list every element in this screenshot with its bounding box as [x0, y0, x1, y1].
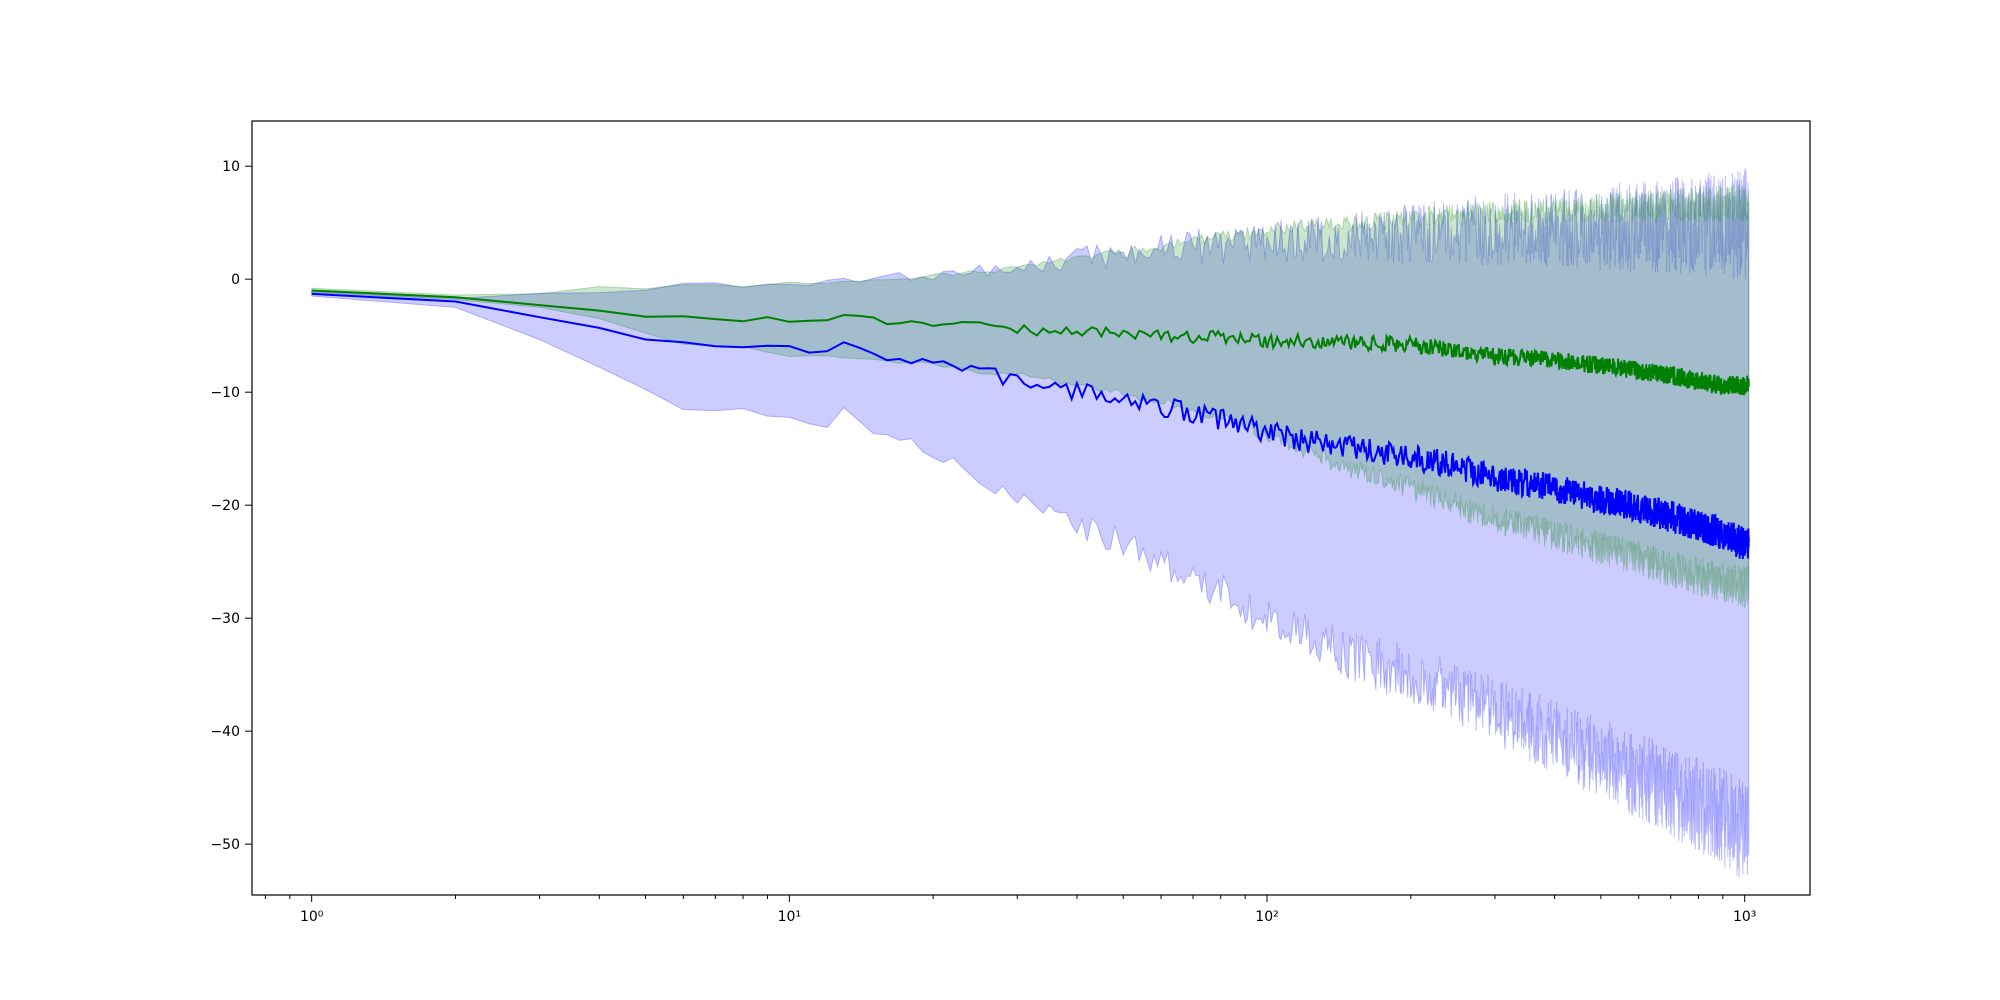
y-tick-label: 0 — [231, 272, 240, 288]
x-tick-label: 10¹ — [778, 909, 801, 925]
y-tick-label: −10 — [210, 385, 240, 401]
axes-frame — [251, 120, 1811, 896]
x-tick-label: 10³ — [1733, 909, 1756, 925]
mean-line-2 — [311, 289, 1750, 396]
x-tick-label: 10⁰ — [300, 909, 324, 925]
mean-lines — [311, 289, 1750, 560]
y-tick-label: −40 — [210, 724, 240, 740]
y-tick-label: −20 — [210, 498, 240, 514]
x-tick-label: 10² — [1255, 909, 1278, 925]
confidence-band-2 — [311, 184, 1750, 608]
y-tick-label: −30 — [210, 611, 240, 627]
y-tick-label: −50 — [210, 837, 240, 853]
y-axis: 10 0 −10 −20 −30 −40 −50 — [210, 159, 252, 853]
y-tick-label: 10 — [222, 159, 240, 175]
x-axis: 10⁰ 10¹ 10² 10³ — [264, 895, 1756, 925]
mean-line-1 — [311, 292, 1750, 560]
